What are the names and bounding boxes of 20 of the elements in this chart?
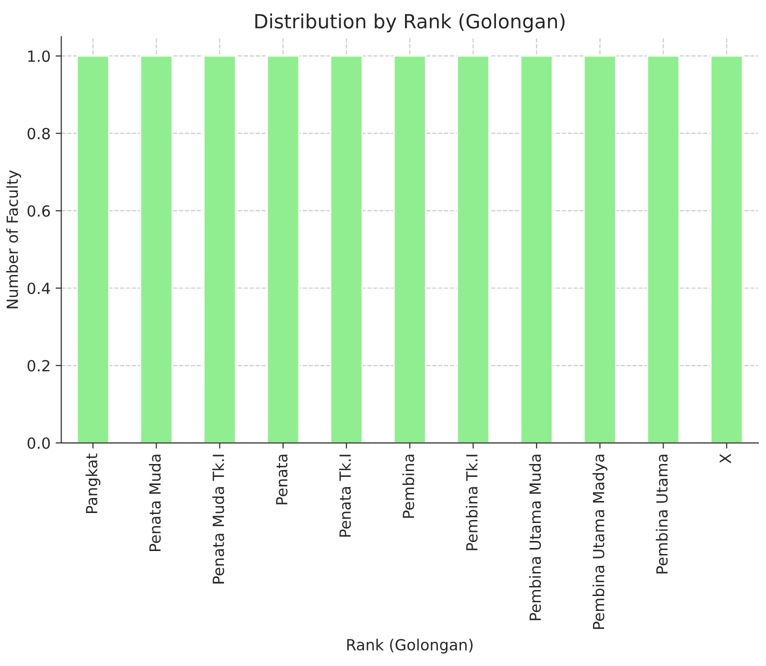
- x-tick-label: Penata Muda Tk.I: [212, 454, 224, 584]
- x-tick-label: Pembina Utama Muda: [529, 454, 541, 620]
- y-tick-label: 1.0: [28, 50, 50, 62]
- x-tick-label: Pembina Utama: [656, 454, 668, 574]
- x-tick-label: Pembina Utama Madya: [592, 454, 608, 629]
- x-tick-label: Pangkat: [86, 454, 100, 514]
- x-tick-label: Pembina Tk.I: [466, 454, 478, 550]
- x-tick-label: Penata Muda: [148, 454, 161, 552]
- y-tick-label: 0.6: [28, 205, 50, 217]
- x-axis-title: Rank (Golongan): [347, 638, 473, 654]
- y-tick-label: 0.0: [28, 437, 50, 449]
- y-tick-label: 0.2: [28, 360, 50, 372]
- x-tick-label: Penata: [276, 454, 288, 504]
- x-tick-label: Pembina: [402, 454, 414, 518]
- y-axis-title: Number of Faculty: [6, 170, 22, 308]
- x-tick-label: X: [720, 454, 731, 464]
- y-tick-label: 0.4: [28, 282, 50, 294]
- chart-title: Distribution by Rank (Golongan): [255, 14, 565, 32]
- y-tick-label: 0.8: [28, 128, 50, 140]
- x-tick-label: Penata Tk.I: [339, 454, 351, 537]
